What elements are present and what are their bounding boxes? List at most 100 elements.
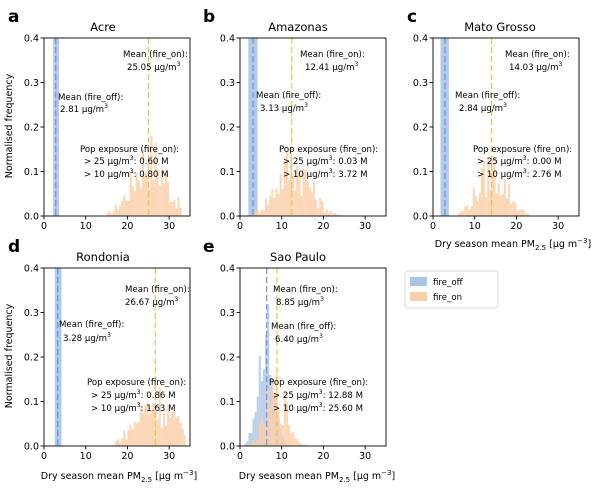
histogram-bar-fire-on bbox=[135, 173, 138, 216]
histogram-bar-fire-on bbox=[173, 199, 176, 216]
histogram-bar-fire-on bbox=[127, 201, 130, 216]
histogram-bar-fire-on bbox=[179, 422, 182, 446]
histogram-bar-fire-on bbox=[164, 425, 168, 446]
histogram-bar-fire-on bbox=[497, 184, 500, 216]
histogram-bar-fire-on bbox=[489, 189, 492, 216]
histogram-bar-fire-on bbox=[171, 201, 174, 216]
x-tick-label: 10 bbox=[80, 451, 92, 462]
histogram-bar-fire-on bbox=[271, 381, 274, 446]
histogram-bar-fire-on bbox=[164, 173, 168, 216]
histogram-bar-fire-on bbox=[144, 173, 147, 216]
histogram-bar-fire-on bbox=[315, 199, 318, 216]
histogram-bar-fire-on bbox=[294, 190, 297, 216]
histogram-bar-fire-on bbox=[296, 165, 299, 216]
histogram-bar-fire-off bbox=[265, 334, 268, 446]
histogram-bar-fire-on bbox=[258, 424, 261, 446]
histogram-bar-fire-on bbox=[144, 405, 147, 446]
exposure-25: > 25 μg/m3: 0.60 M bbox=[84, 155, 169, 167]
x-tick-label: 30 bbox=[359, 451, 371, 462]
histogram-bar-fire-on bbox=[472, 187, 475, 216]
histogram-bar-fire-on bbox=[273, 394, 276, 446]
x-tick-label: 10 bbox=[276, 221, 288, 232]
histogram-bar-fire-on bbox=[279, 173, 282, 216]
x-axis-label-e: Dry season mean PM2.5 [μg m−3] bbox=[239, 469, 395, 484]
histogram-bar-fire-on bbox=[325, 209, 328, 216]
histogram-bar-fire-on bbox=[117, 439, 120, 446]
exposure-title: Pop exposure (fire_on): bbox=[80, 145, 179, 155]
histogram-bar-fire-off bbox=[262, 369, 266, 446]
histogram-bar-fire-on bbox=[254, 442, 257, 446]
x-axis-ticks: 0 10 20 30 bbox=[41, 446, 175, 462]
y-tick-label: 0.2 bbox=[24, 123, 39, 134]
histogram-bar-fire-on bbox=[135, 423, 138, 446]
y-axis-ticks: 0.0 0.1 0.2 0.3 0.4 bbox=[24, 264, 44, 453]
y-axis-ticks: 0.0 0.1 0.2 0.3 0.4 bbox=[24, 34, 44, 223]
histogram-bar-fire-on bbox=[162, 183, 165, 216]
histogram-bar-fire-off bbox=[440, 38, 449, 216]
mean-off-value: 3.13 μg/m3 bbox=[260, 102, 308, 114]
histogram-bar-fire-on bbox=[119, 205, 122, 216]
mean-on-value: 26.67 μg/m3 bbox=[125, 296, 179, 308]
histogram-bar-fire-on bbox=[146, 402, 149, 446]
histogram-fire-on bbox=[106, 135, 182, 216]
y-tick-label: 0.0 bbox=[413, 212, 428, 223]
histogram-bar-fire-on bbox=[302, 168, 305, 216]
histogram-bar-fire-off bbox=[254, 412, 257, 446]
histogram-bar-fire-on bbox=[478, 192, 481, 216]
y-tick-label: 0.4 bbox=[24, 264, 39, 275]
histogram-bar-fire-on bbox=[262, 210, 266, 216]
histogram-bar-fire-off bbox=[258, 355, 261, 446]
histogram-bar-fire-on bbox=[487, 157, 490, 216]
histogram-bar-fire-on bbox=[108, 211, 111, 216]
histogram-bar-fire-on bbox=[269, 405, 272, 446]
histogram-bar-fire-on bbox=[248, 443, 251, 446]
histogram-bar-fire-on bbox=[464, 206, 467, 216]
histogram-bar-fire-on bbox=[260, 209, 263, 216]
histogram-bar-fire-on bbox=[308, 187, 311, 216]
histogram-bar-fire-on bbox=[150, 410, 153, 446]
legend-label-fire-on: fire_on bbox=[433, 293, 462, 303]
histogram-bar-fire-on bbox=[112, 210, 115, 216]
histogram-bar-fire-on bbox=[331, 213, 334, 216]
x-tick-label: 10 bbox=[276, 451, 288, 462]
x-tick-label: 0 bbox=[41, 221, 47, 232]
histogram-bar-fire-off bbox=[244, 443, 247, 446]
histogram-bar-fire-on bbox=[290, 433, 293, 446]
histogram-bar-fire-on bbox=[121, 200, 124, 216]
histogram-bar-fire-on bbox=[491, 169, 494, 216]
histogram-bar-fire-off bbox=[246, 441, 249, 446]
histogram-bar-fire-on bbox=[158, 387, 161, 446]
histogram-bar-fire-on bbox=[142, 149, 145, 216]
histogram-bar-fire-on bbox=[283, 392, 286, 446]
x-tick-label: 0 bbox=[41, 451, 47, 462]
x-tick-label: 20 bbox=[121, 451, 133, 462]
panel-letter: c bbox=[407, 7, 417, 27]
histogram-bar-fire-off bbox=[267, 304, 270, 446]
mean-on-value: 8.85 μg/m3 bbox=[276, 296, 324, 308]
histogram-bar-fire-on bbox=[110, 213, 113, 216]
x-axis-label-d: Dry season mean PM2.5 [μg m−3] bbox=[41, 469, 197, 484]
histogram-bar-fire-on bbox=[162, 412, 165, 446]
histogram-bar-fire-on bbox=[167, 182, 170, 216]
x-axis-ticks: 0 10 20 30 bbox=[430, 216, 564, 232]
histogram-bar-fire-on bbox=[499, 195, 502, 216]
histogram-bar-fire-on bbox=[181, 428, 184, 446]
panel-title: Acre bbox=[90, 20, 116, 34]
y-tick-label: 0.4 bbox=[24, 34, 39, 45]
histogram-bar-fire-on bbox=[119, 442, 122, 446]
histogram-bar-fire-on bbox=[333, 212, 336, 216]
y-axis-ticks: 0.0 0.1 0.2 0.3 0.4 bbox=[220, 264, 240, 453]
histogram-bar-fire-on bbox=[329, 211, 332, 216]
histogram-bar-fire-on bbox=[458, 213, 461, 216]
histogram-bar-fire-off bbox=[54, 268, 62, 446]
exposure-title: Pop exposure (fire_on): bbox=[279, 145, 378, 155]
histogram-bar-fire-on bbox=[154, 142, 157, 216]
histogram-bar-fire-on bbox=[512, 201, 515, 216]
y-tick-label: 0.4 bbox=[220, 264, 235, 275]
legend: fire_off fire_on bbox=[404, 270, 499, 309]
mean-off-value: 2.81 μg/m3 bbox=[60, 103, 108, 115]
histogram-bar-fire-on bbox=[250, 442, 253, 446]
histogram-bar-fire-on bbox=[150, 135, 153, 216]
histogram-bar-fire-on bbox=[254, 210, 257, 216]
